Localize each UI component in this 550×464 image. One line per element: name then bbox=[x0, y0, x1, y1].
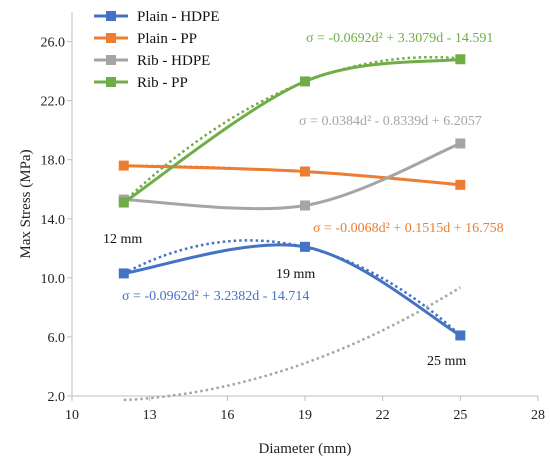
y-tick-label: 18.0 bbox=[41, 154, 66, 169]
series-line-rib-hdpe bbox=[122, 141, 462, 211]
x-axis-title: Diameter (mm) bbox=[259, 441, 352, 457]
x-tick-label: 10 bbox=[65, 408, 79, 423]
axes: 2.0 6.0 10.0 14.0 18.0 22.0 26.0 10 13 16 19 22 25 28… bbox=[18, 12, 545, 457]
data-point-rib-hdpe-25 bbox=[455, 138, 466, 149]
x-tick-label: 13 bbox=[143, 408, 157, 423]
y-tick-label: 22.0 bbox=[41, 95, 66, 110]
x-tick-label: 25 bbox=[453, 408, 467, 423]
x-tick-label: 22 bbox=[376, 408, 390, 423]
data-point-rib-pp-25 bbox=[455, 54, 466, 65]
y-tick-label: 10.0 bbox=[41, 272, 66, 287]
data-point-plain-hdpe-12 bbox=[118, 268, 129, 279]
data-point-plain-hdpe-19 bbox=[300, 241, 310, 252]
y-axis-title: Max Stress (MPa) bbox=[18, 149, 34, 258]
trendline-plain-hdpe bbox=[123, 239, 462, 337]
equation-labels: σ = -0.0692d² + 3.3079d - 14.591 σ = 0.0… bbox=[122, 31, 504, 304]
data-point-plain-pp-19 bbox=[300, 166, 310, 177]
equation-plain-hdpe: σ = -0.0962d² + 3.2382d - 14.714 bbox=[122, 289, 309, 304]
x-tick-label: 28 bbox=[531, 408, 545, 423]
y-tick-label: 26.0 bbox=[41, 36, 66, 51]
legend-label-plain-pp: Plain - PP bbox=[137, 31, 197, 47]
equation-rib-hdpe: σ = 0.0384d² - 0.8339d + 6.2057 bbox=[299, 114, 482, 129]
data-point-rib-pp-12 bbox=[118, 197, 129, 208]
x-tick-label: 16 bbox=[220, 408, 234, 423]
data-point-plain-pp-12 bbox=[118, 160, 129, 171]
legend-marker-rib-hdpe bbox=[106, 55, 116, 65]
legend-label-plain-hdpe: Plain - HDPE bbox=[137, 9, 220, 25]
legend-label-rib-hdpe: Rib - HDPE bbox=[137, 53, 210, 69]
legend-marker-plain-hdpe bbox=[106, 11, 116, 21]
legend-marker-plain-pp bbox=[106, 33, 116, 43]
annotation-19mm: 19 mm bbox=[276, 267, 315, 282]
y-tick-label: 14.0 bbox=[41, 213, 66, 228]
data-point-rib-pp-19 bbox=[300, 76, 310, 87]
markers bbox=[118, 54, 466, 341]
legend-item-rib-pp: Rib - PP bbox=[94, 75, 188, 91]
y-tick-label: 2.0 bbox=[48, 390, 66, 405]
legend-item-rib-hdpe: Rib - HDPE bbox=[94, 53, 210, 69]
data-point-rib-hdpe-19 bbox=[300, 200, 310, 211]
trendline-rib-hdpe bbox=[123, 286, 461, 402]
x-tick-label: 19 bbox=[298, 408, 312, 423]
legend-item-plain-hdpe: Plain - HDPE bbox=[94, 9, 220, 25]
diameter-annotations: 12 mm 19 mm 25 mm bbox=[103, 232, 466, 369]
annotation-12mm: 12 mm bbox=[103, 232, 142, 247]
y-tick-label: 6.0 bbox=[48, 331, 66, 346]
annotation-25mm: 25 mm bbox=[427, 354, 466, 369]
legend-item-plain-pp: Plain - PP bbox=[94, 31, 197, 47]
equation-plain-pp: σ = -0.0068d² + 0.1515d + 16.758 bbox=[313, 221, 504, 236]
legend-label-rib-pp: Rib - PP bbox=[137, 75, 188, 91]
data-point-plain-hdpe-25 bbox=[455, 330, 466, 341]
equation-rib-pp: σ = -0.0692d² + 3.3079d - 14.591 bbox=[306, 31, 493, 46]
legend: Plain - HDPE Plain - PP Rib - HDPE Rib -… bbox=[94, 9, 220, 91]
legend-marker-rib-pp bbox=[106, 77, 116, 87]
data-point-plain-pp-25 bbox=[455, 179, 466, 190]
